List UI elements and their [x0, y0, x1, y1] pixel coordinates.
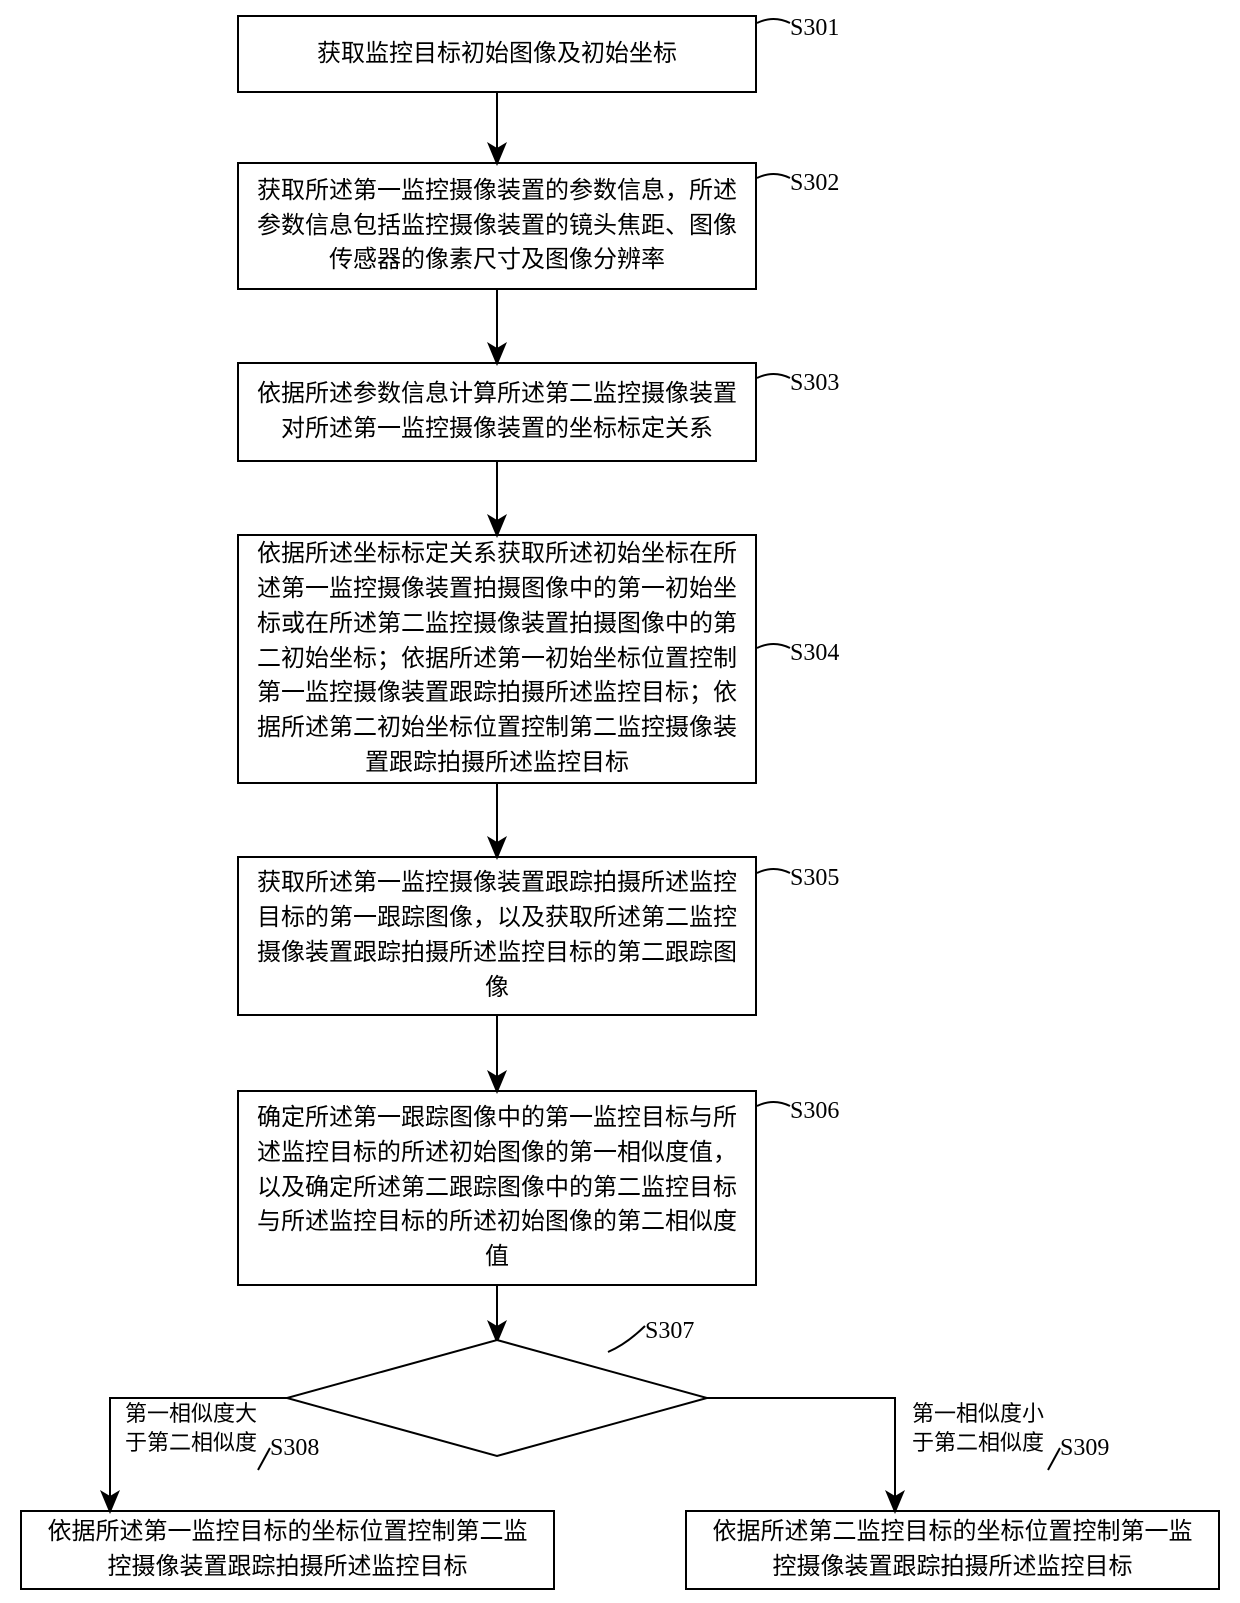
- decision-text: 对比第一相似度和第二相似度的大小: [327, 1364, 667, 1431]
- flownode-s308: 依据所述第一监控目标的坐标位置控制第二监控摄像装置跟踪拍摄所述监控目标: [20, 1510, 555, 1590]
- decision-text-line: 二相似度的大小: [327, 1398, 667, 1432]
- leader-line: [757, 1102, 790, 1106]
- flownode-text: 依据所述参数信息计算所述第二监控摄像装置对所述第一监控摄像装置的坐标标定关系: [257, 377, 737, 447]
- flownode-s305: 获取所述第一监控摄像装置跟踪拍摄所述监控目标的第一跟踪图像，以及获取所述第二监控…: [237, 856, 757, 1016]
- leader-line: [757, 869, 790, 873]
- step-label-s309: S309: [1060, 1435, 1109, 1462]
- step-label-s304: S304: [790, 640, 839, 667]
- flownode-text: 确定所述第一跟踪图像中的第一监控目标与所述监控目标的所述初始图像的第一相似度值，…: [257, 1101, 737, 1275]
- leader-line: [258, 1448, 270, 1470]
- decision-text-line: 对比第一相似度和第: [327, 1364, 667, 1398]
- leader-line: [1048, 1448, 1060, 1470]
- leader-line: [757, 374, 790, 378]
- flownode-s306: 确定所述第一跟踪图像中的第一监控目标与所述监控目标的所述初始图像的第一相似度值，…: [237, 1090, 757, 1286]
- step-label-s305: S305: [790, 865, 839, 892]
- flownode-text: 获取监控目标初始图像及初始坐标: [317, 37, 677, 72]
- branch-label-s308: 第一相似度大于第二相似度: [125, 1400, 257, 1457]
- flownode-s303: 依据所述参数信息计算所述第二监控摄像装置对所述第一监控摄像装置的坐标标定关系: [237, 362, 757, 462]
- flownode-text: 依据所述坐标标定关系获取所述初始坐标在所述第一监控摄像装置拍摄图像中的第一初始坐…: [257, 537, 737, 781]
- flownode-text: 依据所述第一监控目标的坐标位置控制第二监控摄像装置跟踪拍摄所述监控目标: [40, 1515, 535, 1585]
- flownode-s302: 获取所述第一监控摄像装置的参数信息，所述参数信息包括监控摄像装置的镜头焦距、图像…: [237, 162, 757, 290]
- flownode-text: 获取所述第一监控摄像装置的参数信息，所述参数信息包括监控摄像装置的镜头焦距、图像…: [257, 174, 737, 278]
- branch-label-line: 第一相似度小: [912, 1400, 1044, 1429]
- leader-line: [757, 174, 790, 178]
- flownode-s309: 依据所述第二监控目标的坐标位置控制第一监控摄像装置跟踪拍摄所述监控目标: [685, 1510, 1220, 1590]
- leader-line: [757, 19, 790, 23]
- flownode-s304: 依据所述坐标标定关系获取所述初始坐标在所述第一监控摄像装置拍摄图像中的第一初始坐…: [237, 534, 757, 784]
- step-label-s301: S301: [790, 15, 839, 42]
- flownode-text: 获取所述第一监控摄像装置跟踪拍摄所述监控目标的第一跟踪图像，以及获取所述第二监控…: [257, 866, 737, 1005]
- flownode-s301: 获取监控目标初始图像及初始坐标: [237, 15, 757, 93]
- step-label-s307: S307: [645, 1318, 694, 1345]
- branch-label-line: 于第二相似度: [912, 1429, 1044, 1458]
- step-label-s303: S303: [790, 370, 839, 397]
- branch-label-line: 第一相似度大: [125, 1400, 257, 1429]
- step-label-s308: S308: [270, 1435, 319, 1462]
- leader-line: [608, 1326, 645, 1352]
- branch-label-line: 于第二相似度: [125, 1429, 257, 1458]
- branch-arrow-right: [707, 1398, 895, 1510]
- step-label-s306: S306: [790, 1098, 839, 1125]
- flownode-text: 依据所述第二监控目标的坐标位置控制第一监控摄像装置跟踪拍摄所述监控目标: [705, 1515, 1200, 1585]
- leader-line: [757, 644, 790, 648]
- branch-label-s309: 第一相似度小于第二相似度: [912, 1400, 1044, 1457]
- step-label-s302: S302: [790, 170, 839, 197]
